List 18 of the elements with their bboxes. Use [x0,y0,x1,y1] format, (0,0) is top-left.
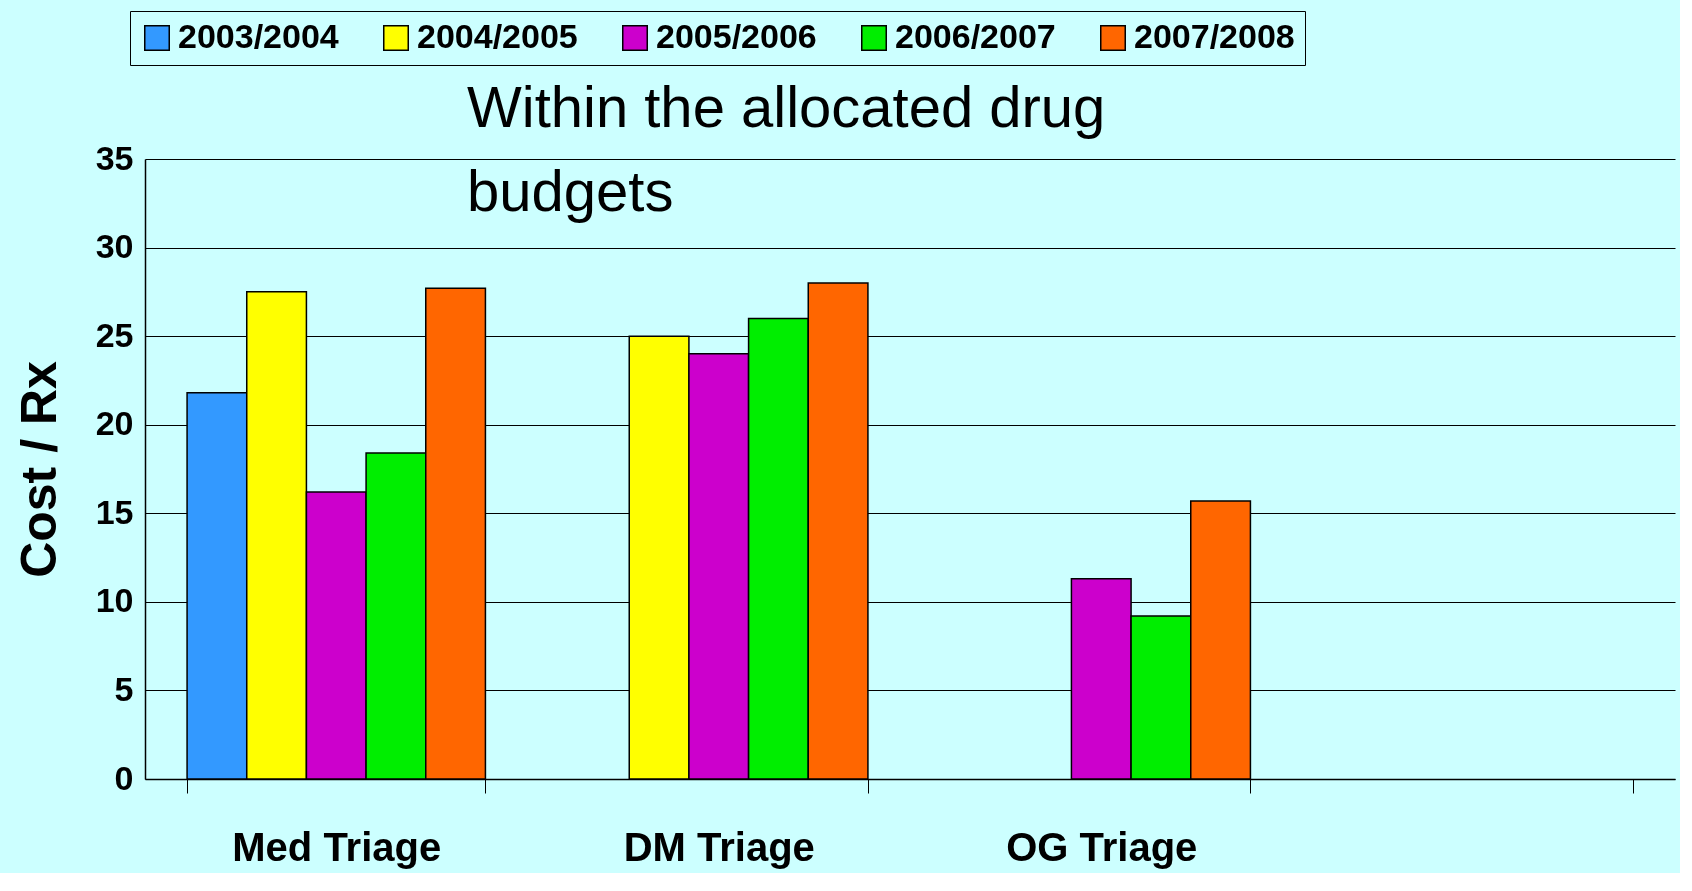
y-tick-label: 25 [95,315,134,354]
legend-label: 2007/2008 [1134,17,1295,55]
legend-label: 2005/2006 [656,17,817,55]
y-tick-label: 15 [95,492,134,531]
y-tick-label: 0 [114,758,134,797]
legend-label: 2003/2004 [178,17,339,55]
y-tick-label: 5 [114,669,134,708]
legend-label: 2006/2007 [895,17,1056,55]
y-tick-label: 20 [95,404,134,443]
x-tick-label: Med Triage [232,824,442,869]
annotation: Within the allocated drug budgets [467,74,1106,223]
y-tick-label: 10 [95,581,134,620]
x-tick-label: DM Triage [623,824,815,869]
legend-label: 2004/2005 [417,17,578,55]
y-axis-title: Cost / Rx [10,360,67,578]
x-tick-label: OG Triage [1006,824,1198,869]
y-tick-label: 35 [95,138,134,177]
y-tick-label: 30 [95,227,134,266]
